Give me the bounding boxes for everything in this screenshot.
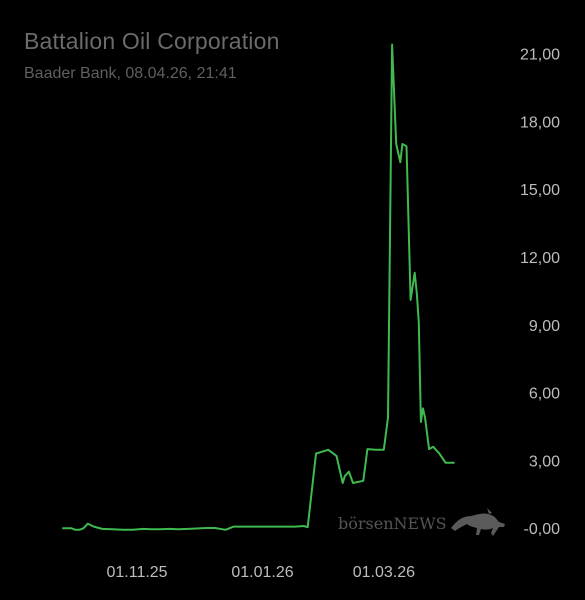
y-tick-label: 6,00	[529, 386, 560, 403]
price-series	[62, 43, 455, 531]
watermark-text: börsenNEWS	[338, 514, 447, 533]
y-tick-label: 18,00	[520, 114, 560, 131]
watermark-suffix: NEWS	[393, 513, 447, 533]
y-tick-label: 9,00	[529, 318, 560, 335]
chart-subtitle: Baader Bank, 08.04.26, 21:41	[24, 65, 237, 82]
series-line	[62, 43, 455, 531]
y-tick-label: 12,00	[520, 250, 560, 267]
y-tick-label: 3,00	[529, 453, 560, 470]
x-axis: 01.11.25 01.01.26 01.03.26	[106, 564, 415, 581]
x-tick-label: 01.11.25	[106, 564, 167, 581]
watermark-prefix: börsen	[338, 513, 394, 533]
y-tick-label: 15,00	[520, 182, 560, 199]
x-tick-label: 01.03.26	[353, 564, 415, 581]
y-tick-label: -0,00	[524, 521, 561, 538]
watermark: börsenNEWS	[338, 506, 507, 540]
bull-icon	[450, 508, 505, 536]
y-axis: -0,00 3,00 6,00 9,00 12,00 15,00 18,00 21,00	[520, 47, 560, 539]
y-tick-label: 21,00	[520, 47, 560, 64]
chart-title: Battalion Oil Corporation	[24, 28, 280, 54]
x-tick-label: 01.01.26	[231, 564, 293, 581]
